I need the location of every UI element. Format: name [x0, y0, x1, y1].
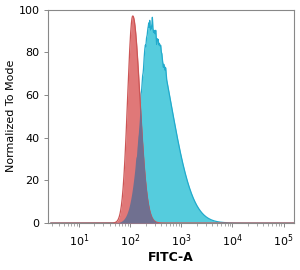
Y-axis label: Normalized To Mode: Normalized To Mode — [6, 60, 16, 173]
X-axis label: FITC-A: FITC-A — [148, 251, 194, 264]
